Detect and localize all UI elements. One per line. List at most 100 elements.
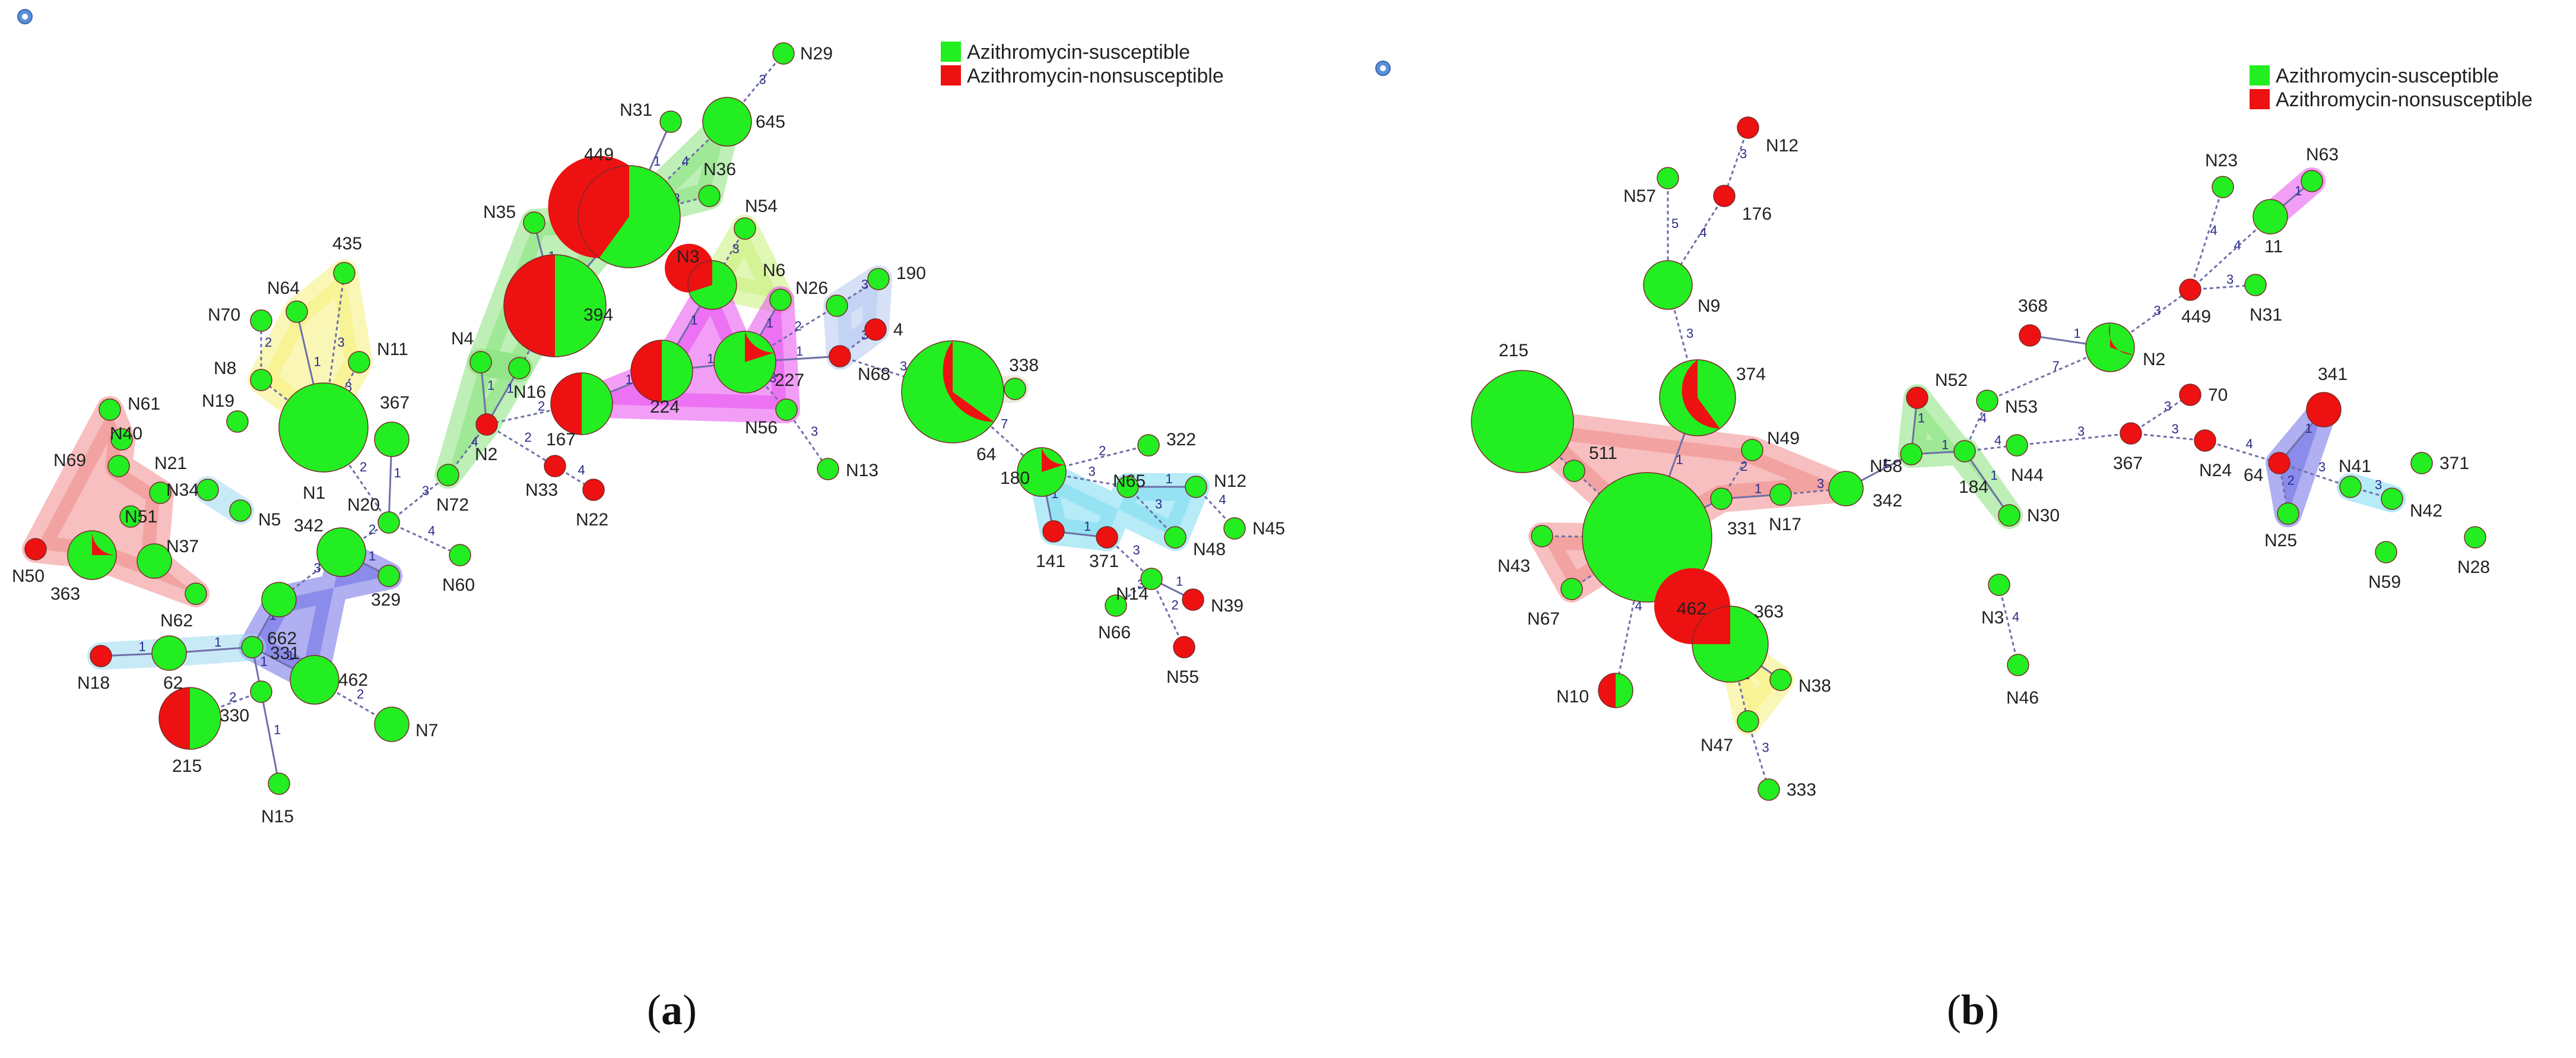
node-label: 11 [2264, 237, 2283, 256]
edge-weight: 4 [682, 154, 689, 169]
node-label: N55 [1166, 667, 1199, 687]
node-label: N59 [2368, 572, 2401, 592]
node-label: 394 [583, 305, 613, 325]
edge-weight: 1 [139, 639, 146, 654]
node [550, 372, 613, 435]
edge-weight: 1 [2074, 326, 2081, 341]
edge [2189, 186, 2224, 290]
node [261, 582, 297, 617]
node-label: 70 [2208, 385, 2228, 405]
edge-weight: 3 [1762, 740, 1769, 755]
node [2253, 199, 2288, 235]
options-icon[interactable] [1375, 61, 1391, 76]
node-label: N48 [1193, 540, 1226, 559]
node-label: N22 [576, 510, 608, 530]
node [475, 413, 498, 436]
node-label: 342 [294, 516, 323, 536]
node-label: N41 [2339, 457, 2371, 476]
node [2244, 274, 2267, 296]
node-label: 331 [270, 644, 300, 663]
node-label: N72 [436, 495, 469, 515]
edge [2016, 432, 2131, 446]
node [24, 538, 47, 560]
node-label: N39 [1211, 596, 1243, 616]
edge-weight: 1 [214, 635, 221, 650]
node [1140, 568, 1163, 590]
edge-weight: 1 [796, 344, 803, 359]
node-label: N68 [858, 365, 890, 384]
node-label: 141 [1036, 552, 1065, 571]
node [250, 309, 272, 332]
node-label: 167 [546, 430, 576, 449]
edge [785, 409, 829, 470]
node [348, 351, 370, 373]
node [226, 410, 249, 433]
node [1769, 483, 1792, 506]
node-label: N61 [128, 394, 160, 414]
edge-weight: 1 [691, 313, 698, 328]
cluster-hull [823, 265, 892, 370]
node-label: 190 [896, 264, 926, 283]
node-label: N56 [745, 418, 778, 438]
node-label: N19 [202, 391, 234, 411]
node-label: 62 [163, 673, 183, 693]
edge-weight: 3 [1089, 464, 1096, 479]
node [1182, 588, 1204, 611]
legend-label-nonsusceptible: Azithromycin-nonsusceptible [967, 65, 1224, 87]
node-label: N24 [2199, 461, 2232, 480]
node-label: 363 [1754, 602, 1784, 622]
node-label: 64 [2244, 465, 2263, 485]
edge-weight: 3 [338, 335, 345, 350]
node-label: N7 [415, 721, 438, 740]
node [250, 369, 272, 391]
edge-weight: 1 [1755, 482, 1762, 496]
edge-weight: 7 [2052, 359, 2060, 373]
edge-weight: 1 [1166, 471, 1173, 486]
edge-weight: 2 [525, 430, 532, 445]
edge [1747, 721, 1770, 790]
edge-weight: 4 [2246, 436, 2253, 451]
node-label: N43 [1498, 556, 1530, 576]
node [1643, 260, 1693, 310]
edge-weight: 3 [2318, 460, 2326, 474]
legend-swatch-nonsusceptible [2250, 89, 2270, 109]
node [1828, 471, 1864, 506]
node-label: 330 [220, 706, 249, 726]
node-label: N28 [2457, 557, 2490, 577]
node-label: 215 [1499, 341, 1528, 360]
edge-weight: 7 [1001, 417, 1008, 432]
edge-weight: 3 [1155, 497, 1162, 512]
edge-weight: 3 [759, 72, 766, 87]
node-label: N50 [12, 566, 45, 586]
node [1185, 476, 1207, 498]
edge-weight: 1 [274, 723, 281, 737]
options-icon[interactable] [17, 9, 33, 24]
legend-swatch-susceptible [2250, 65, 2270, 85]
edge-weight: 1 [1941, 438, 1949, 452]
node [2375, 541, 2397, 563]
node-label: 367 [380, 393, 410, 413]
node-label: N70 [208, 305, 240, 325]
node [1659, 359, 1736, 436]
node-label: 449 [584, 145, 614, 164]
node-label: N23 [2205, 151, 2238, 170]
node [1998, 504, 2020, 527]
node [713, 331, 776, 394]
node-label: N38 [1798, 676, 1831, 696]
edge-weight: 1 [626, 372, 633, 387]
edge-weight: 4 [2210, 223, 2217, 238]
node [523, 211, 545, 234]
node-label: N2 [475, 445, 497, 464]
node [469, 351, 492, 373]
node-label: N9 [1698, 296, 1720, 316]
node [377, 565, 400, 587]
node [196, 479, 219, 501]
edge-weight: 3 [861, 277, 868, 292]
node-label: N20 [347, 495, 380, 515]
node [107, 455, 130, 477]
node-label: N10 [1556, 687, 1589, 707]
node-label: N12 [1214, 471, 1246, 491]
edge-weight: 4 [471, 435, 478, 449]
edge-weight: 2 [1172, 598, 1179, 613]
node [185, 582, 207, 605]
